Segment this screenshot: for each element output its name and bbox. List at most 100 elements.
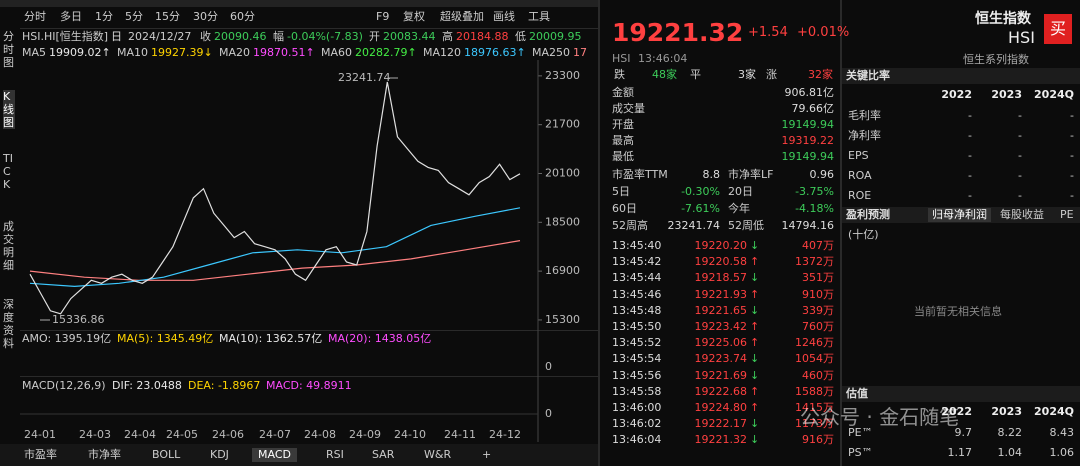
indicator-tab[interactable]: SAR bbox=[372, 448, 395, 461]
info-label: 2024/12/27 bbox=[128, 30, 192, 43]
breadth-value: 48家 bbox=[652, 68, 677, 81]
info-label: 高 bbox=[442, 30, 453, 43]
top-strip bbox=[0, 0, 598, 7]
info-value: 20282.79↑ bbox=[355, 46, 417, 59]
side-tab[interactable]: K线图 bbox=[3, 90, 15, 129]
ratio-cell: - bbox=[968, 129, 972, 142]
tick-volume: 407万 bbox=[802, 239, 834, 252]
date-label: 24-04 bbox=[124, 428, 156, 441]
tool-button[interactable]: F9 bbox=[376, 10, 390, 23]
indicator-tab[interactable]: 市净率 bbox=[88, 448, 121, 461]
date-label: 24-09 bbox=[349, 428, 381, 441]
info-value: 19927.39↓ bbox=[151, 46, 213, 59]
stat-value: 906.81亿 bbox=[784, 86, 835, 99]
ratio-value: 14794.16 bbox=[781, 219, 835, 232]
price-line bbox=[29, 81, 521, 315]
indicator-tab[interactable]: RSI bbox=[326, 448, 344, 461]
ratio-cell: - bbox=[1018, 109, 1022, 122]
timeframe-tab[interactable]: 多日 bbox=[60, 10, 82, 23]
side-tab[interactable]: TICK bbox=[3, 152, 13, 191]
tick-volume: 339万 bbox=[802, 303, 834, 317]
info-value: 20184.88 bbox=[456, 30, 509, 43]
info-label: 幅 bbox=[273, 30, 284, 43]
ratio-cell: - bbox=[1018, 189, 1022, 202]
forecast-tab[interactable]: PE bbox=[1060, 208, 1074, 221]
side-tab[interactable]: 成交明细 bbox=[3, 220, 14, 272]
macd-text: DIF: 23.0488 bbox=[112, 379, 182, 392]
macd-text: DEA: -1.8967 bbox=[188, 379, 261, 392]
code: HSI bbox=[612, 52, 631, 65]
valuation-cell: 1.06 bbox=[1049, 446, 1075, 459]
info-value: 19870.51↑ bbox=[253, 46, 315, 59]
high-annotation: 23241.74 bbox=[338, 71, 391, 84]
tick-time: 13:45:50 bbox=[612, 320, 662, 333]
ratio-cell: - bbox=[1070, 189, 1074, 202]
tick-price: 19223.42 bbox=[694, 320, 748, 333]
y-tick-label: 23300 bbox=[545, 69, 580, 82]
info-value: 18976.63↑ bbox=[464, 46, 526, 59]
side-tab[interactable]: 深度资料 bbox=[3, 298, 14, 350]
ratio-value: 8.8 bbox=[702, 168, 721, 181]
indicator-tab[interactable]: 市盈率 bbox=[24, 448, 57, 461]
tick-volume: 916万 bbox=[802, 433, 834, 447]
tick-time: 13:45:46 bbox=[612, 287, 662, 301]
timeframe-tab[interactable]: 5分 bbox=[125, 10, 143, 23]
tick-price: 19221.69 bbox=[694, 368, 748, 382]
indicator-tab[interactable]: W&R bbox=[424, 448, 452, 461]
divider bbox=[20, 376, 598, 377]
valuation-name: PE™ bbox=[848, 426, 873, 439]
info-label: MA20 bbox=[219, 46, 251, 59]
tool-button[interactable]: 超级叠加 bbox=[440, 10, 484, 23]
tick-arrow: ↓ bbox=[750, 433, 760, 447]
valuation-cell: 8.22 bbox=[997, 426, 1023, 439]
breadth-value: 32家 bbox=[808, 68, 833, 81]
breadth-label: 跌 bbox=[614, 68, 625, 81]
ratio-label: 今年 bbox=[728, 202, 750, 215]
ratio-cell: - bbox=[968, 189, 972, 202]
indicator-tab[interactable]: KDJ bbox=[210, 448, 229, 461]
tick-price: 19220.20 bbox=[694, 239, 748, 252]
tick-arrow: ↑ bbox=[750, 401, 760, 414]
tick-price: 19218.57 bbox=[694, 271, 748, 285]
indicator-tab[interactable]: MACD bbox=[252, 448, 297, 462]
buy-button[interactable]: 买 bbox=[1044, 14, 1072, 44]
stat-label: 成交量 bbox=[612, 102, 645, 115]
divider bbox=[20, 28, 598, 29]
indicator-tab[interactable]: BOLL bbox=[152, 448, 181, 461]
section-title: 盈利预测 bbox=[846, 208, 890, 221]
timeframe-tab[interactable]: 1分 bbox=[95, 10, 113, 23]
ratio-cell: - bbox=[968, 169, 972, 182]
tick-time: 13:45:52 bbox=[612, 336, 662, 350]
tick-price: 19225.06 bbox=[694, 336, 748, 350]
tick-time: 13:45:42 bbox=[612, 255, 662, 269]
forecast-tab[interactable]: 归母净利润 bbox=[928, 208, 991, 222]
info-label: HSI.HI[恒生指数] bbox=[22, 30, 109, 43]
tool-button[interactable]: 画线 bbox=[493, 10, 515, 23]
timeframe-tab[interactable]: 分时 bbox=[24, 10, 46, 23]
ratio-cell: - bbox=[968, 109, 972, 122]
date-label: 24-03 bbox=[79, 428, 111, 441]
forecast-tab[interactable]: 每股收益 bbox=[1000, 208, 1044, 221]
timeframe-tab[interactable]: 60分 bbox=[230, 10, 255, 23]
section-header bbox=[842, 386, 1080, 402]
tool-button[interactable]: 复权 bbox=[403, 10, 425, 23]
tool-button[interactable]: 工具 bbox=[528, 10, 550, 23]
tick-price: 19223.74 bbox=[694, 352, 748, 366]
info-label: MA10 bbox=[117, 46, 149, 59]
tick-price: 19220.58 bbox=[694, 255, 748, 269]
ratio-label: 市净率LF bbox=[728, 168, 774, 181]
info-value: 20083.44 bbox=[383, 30, 436, 43]
side-tab[interactable]: 分时图 bbox=[3, 30, 14, 69]
tick-volume: 1054万 bbox=[795, 352, 834, 366]
ratio-value: -4.18% bbox=[795, 202, 834, 215]
timeframe-tab[interactable]: 15分 bbox=[155, 10, 180, 23]
ratio-cell: - bbox=[1070, 109, 1074, 122]
divider bbox=[598, 0, 600, 466]
section-title: 估值 bbox=[846, 387, 868, 400]
date-label: 24-07 bbox=[259, 428, 291, 441]
timeframe-tab[interactable]: 30分 bbox=[193, 10, 218, 23]
tick-volume: 1173万 bbox=[795, 417, 834, 431]
indicator-tab[interactable]: + bbox=[482, 448, 492, 461]
macd-text: MACD(12,26,9) bbox=[22, 379, 106, 392]
info-label: MA250 bbox=[532, 46, 571, 59]
